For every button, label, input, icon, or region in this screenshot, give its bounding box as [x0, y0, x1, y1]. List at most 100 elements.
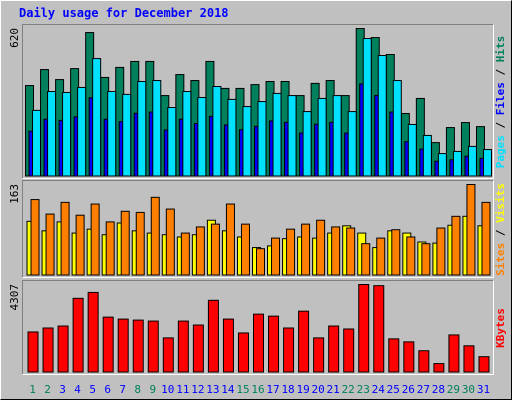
y-tick-label: 163 [8, 184, 21, 204]
bar [422, 134, 432, 177]
legend-entry: Files [494, 82, 507, 115]
bar [210, 223, 220, 276]
bar [482, 149, 492, 177]
bar [388, 338, 400, 373]
x-tick-label: 24 [372, 383, 386, 396]
bar [107, 91, 117, 177]
bar [192, 324, 204, 373]
bar [240, 223, 250, 276]
bar [180, 232, 190, 276]
bar [60, 201, 70, 276]
bar [317, 97, 327, 177]
legend: KBytes [494, 308, 507, 348]
legend: Pages / Files / Hits [494, 36, 507, 169]
bar [418, 350, 430, 373]
bar [463, 345, 475, 373]
bar [195, 226, 205, 276]
bar [135, 211, 145, 276]
bar [102, 316, 114, 373]
x-tick-label: 27 [417, 383, 430, 396]
bar [452, 150, 462, 177]
x-tick-label: 7 [119, 383, 126, 396]
bar [478, 356, 490, 373]
bar [117, 318, 129, 373]
x-tick-label: 2 [44, 383, 51, 396]
x-tick-label: 11 [176, 383, 189, 396]
panel-shadow [22, 280, 494, 375]
bar [437, 153, 447, 177]
bar [27, 331, 39, 373]
bar [75, 214, 85, 276]
bar [302, 111, 312, 177]
bar [225, 203, 235, 276]
x-tick-label: 25 [387, 383, 400, 396]
x-tick-label: 17 [266, 383, 279, 396]
bar [343, 328, 355, 373]
legend-separator: / [494, 223, 507, 243]
bar [120, 210, 130, 276]
bar [362, 38, 372, 177]
bar [451, 215, 461, 276]
panel-shadow [22, 24, 494, 179]
legend-separator: / [494, 62, 507, 82]
x-tick-label: 22 [342, 383, 355, 396]
x-tick-label: 20 [312, 383, 325, 396]
bar [167, 107, 177, 177]
x-tick-label: 19 [296, 383, 309, 396]
x-tick-label: 4 [74, 383, 81, 396]
bar [436, 227, 446, 276]
bar [197, 96, 207, 177]
bar [271, 237, 281, 276]
x-tick-label: 8 [134, 383, 141, 396]
legend: Sites / Visits [494, 183, 507, 276]
bar [72, 297, 84, 373]
panel-light [22, 180, 494, 278]
bar [42, 327, 54, 373]
bar [331, 226, 341, 276]
bar [298, 310, 310, 373]
bar [373, 285, 385, 373]
y-tick-label: 620 [8, 28, 21, 48]
bar [332, 95, 342, 177]
legend-entry: Hits [494, 36, 507, 63]
bar [47, 91, 57, 177]
legend-separator: / [494, 115, 507, 135]
bar [421, 243, 431, 276]
bar [177, 320, 189, 373]
bar [377, 54, 387, 177]
bar [346, 227, 356, 276]
legend-entry: Pages [494, 135, 507, 168]
x-tick-label: 14 [221, 383, 235, 396]
bar [257, 101, 267, 177]
panel-shadow [22, 180, 494, 278]
bar [132, 319, 144, 373]
bar [242, 106, 252, 177]
bar [361, 243, 371, 276]
bar [406, 236, 416, 276]
bar [358, 284, 370, 373]
bar [90, 203, 100, 276]
bar [227, 98, 237, 177]
y-tick-label: 4307 [8, 284, 21, 311]
bar [92, 58, 102, 177]
bar [162, 337, 174, 373]
x-tick-label: 15 [236, 383, 249, 396]
bar [237, 332, 249, 373]
bar [137, 80, 147, 177]
bar [268, 315, 280, 373]
bar [32, 109, 42, 177]
bar [316, 219, 326, 276]
x-tick-label: 28 [432, 383, 445, 396]
bar [57, 325, 69, 373]
x-tick-label: 26 [402, 383, 415, 396]
x-tick-label: 6 [104, 383, 111, 396]
bar [105, 221, 115, 276]
x-tick-label: 1 [29, 383, 36, 396]
bar [286, 228, 296, 276]
bar [272, 92, 282, 177]
chart-title: Daily usage for December 2018 [19, 6, 229, 20]
x-tick-label: 21 [327, 383, 340, 396]
x-tick-label: 29 [447, 383, 460, 396]
